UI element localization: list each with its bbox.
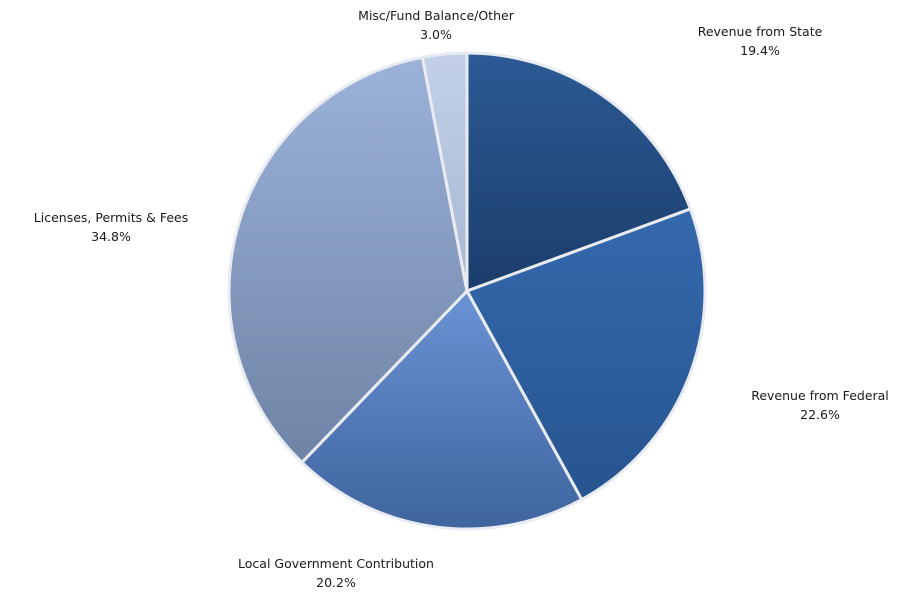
slice-percent: 3.0%	[420, 27, 452, 42]
slice-category: Licenses, Permits & Fees	[33, 210, 189, 225]
pie-slice-misc-fund-balance-other	[420, 51, 469, 292]
slice-label-revenue-from-federal: Revenue from Federal 22.6%	[751, 386, 889, 424]
slice-percent: 22.6%	[800, 407, 840, 422]
slice-label-licenses-permits-fees: Licenses, Permits & Fees 34.8%	[34, 208, 188, 246]
slices-group	[227, 51, 707, 531]
slice-category: Revenue from Federal	[751, 388, 889, 403]
pie-slice-revenue-from-state	[465, 51, 693, 294]
pie-slice-licenses-permits-fees	[227, 55, 469, 465]
slice-label-misc-fund-balance-other: Misc/Fund Balance/Other 3.0%	[358, 6, 514, 44]
pie-slice-local-government-contribution	[299, 288, 584, 531]
slice-percent: 34.8%	[91, 229, 131, 244]
slice-category: Local Government Contribution	[238, 556, 434, 571]
pie-slice-revenue-from-federal	[464, 207, 707, 502]
slice-category: Misc/Fund Balance/Other	[358, 8, 514, 23]
slice-percent: 19.4%	[740, 43, 780, 58]
slice-category: Revenue from State	[697, 24, 823, 39]
slice-label-local-government-contribution: Local Government Contribution 20.2%	[238, 554, 434, 592]
slice-percent: 20.2%	[316, 575, 356, 590]
slice-label-revenue-from-state: Revenue from State 19.4%	[698, 22, 823, 60]
